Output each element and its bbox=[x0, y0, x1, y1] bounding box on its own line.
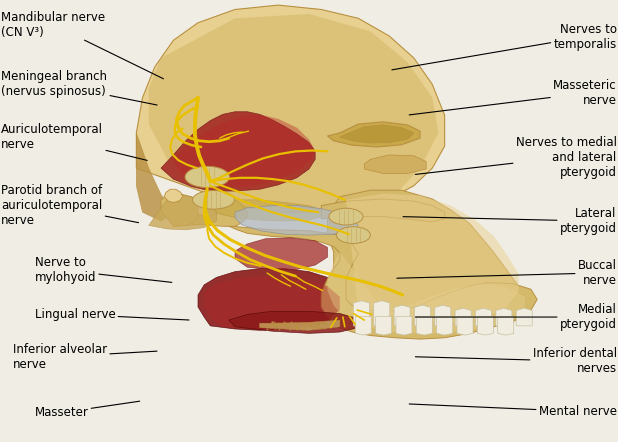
Polygon shape bbox=[161, 194, 198, 225]
Text: Buccal
nerve: Buccal nerve bbox=[397, 259, 617, 287]
Text: Mandibular nerve
(CN V³): Mandibular nerve (CN V³) bbox=[1, 11, 163, 79]
Polygon shape bbox=[417, 316, 433, 335]
Text: Nerves to medial
and lateral
pterygoid: Nerves to medial and lateral pterygoid bbox=[415, 136, 617, 179]
Polygon shape bbox=[137, 5, 445, 212]
Polygon shape bbox=[149, 14, 439, 212]
Polygon shape bbox=[321, 199, 445, 222]
Polygon shape bbox=[365, 155, 426, 173]
Polygon shape bbox=[435, 305, 451, 326]
Polygon shape bbox=[260, 320, 340, 330]
Text: Masseteric
nerve: Masseteric nerve bbox=[409, 79, 617, 115]
Ellipse shape bbox=[329, 208, 363, 225]
Ellipse shape bbox=[192, 191, 234, 209]
Text: Inferior dental
nerves: Inferior dental nerves bbox=[415, 347, 617, 375]
Text: Nerves to
temporalis: Nerves to temporalis bbox=[392, 23, 617, 70]
Polygon shape bbox=[396, 316, 412, 335]
Text: Nerve to
mylohyoid: Nerve to mylohyoid bbox=[35, 256, 172, 284]
Polygon shape bbox=[340, 125, 414, 143]
Polygon shape bbox=[235, 206, 358, 235]
Polygon shape bbox=[173, 214, 537, 339]
Text: Parotid branch of
auriculotemporal
nerve: Parotid branch of auriculotemporal nerve bbox=[1, 184, 138, 227]
Polygon shape bbox=[235, 238, 328, 270]
Polygon shape bbox=[353, 301, 370, 326]
Polygon shape bbox=[229, 311, 358, 333]
Polygon shape bbox=[475, 308, 491, 326]
Polygon shape bbox=[497, 316, 514, 335]
Ellipse shape bbox=[336, 227, 370, 244]
Text: Lingual nerve: Lingual nerve bbox=[35, 308, 189, 321]
Polygon shape bbox=[496, 308, 512, 326]
Polygon shape bbox=[198, 269, 346, 330]
Polygon shape bbox=[164, 189, 182, 202]
Text: Mental nerve: Mental nerve bbox=[409, 404, 617, 418]
Polygon shape bbox=[328, 252, 525, 333]
Text: Inferior alveolar
nerve: Inferior alveolar nerve bbox=[13, 343, 157, 371]
Text: Meningeal branch
(nervus spinosus): Meningeal branch (nervus spinosus) bbox=[1, 70, 157, 105]
Text: Masseter: Masseter bbox=[35, 401, 140, 419]
Polygon shape bbox=[161, 112, 315, 191]
Polygon shape bbox=[394, 305, 410, 326]
Ellipse shape bbox=[185, 166, 229, 187]
Polygon shape bbox=[149, 195, 216, 230]
Polygon shape bbox=[455, 308, 471, 326]
Polygon shape bbox=[346, 194, 519, 322]
Polygon shape bbox=[173, 114, 315, 187]
Text: Medial
pterygoid: Medial pterygoid bbox=[415, 303, 617, 331]
Polygon shape bbox=[210, 200, 321, 221]
Polygon shape bbox=[415, 305, 431, 326]
Polygon shape bbox=[477, 316, 493, 335]
Polygon shape bbox=[204, 200, 247, 226]
Polygon shape bbox=[457, 316, 473, 335]
Polygon shape bbox=[137, 133, 173, 221]
Text: Auriculotemporal
nerve: Auriculotemporal nerve bbox=[1, 123, 147, 160]
Polygon shape bbox=[328, 122, 420, 147]
Polygon shape bbox=[355, 316, 371, 335]
Polygon shape bbox=[321, 190, 525, 327]
Polygon shape bbox=[516, 308, 532, 326]
Text: Lateral
pterygoid: Lateral pterygoid bbox=[403, 207, 617, 235]
Polygon shape bbox=[204, 276, 340, 329]
Polygon shape bbox=[376, 316, 392, 335]
Polygon shape bbox=[374, 301, 390, 326]
Polygon shape bbox=[437, 316, 452, 335]
